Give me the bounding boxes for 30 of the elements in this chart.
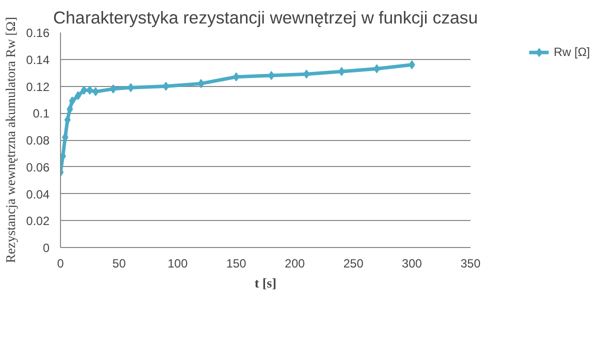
point — [198, 79, 204, 88]
x-tick-label: 200 — [284, 256, 306, 270]
point — [408, 60, 416, 70]
x-tick-label: 50 — [112, 256, 126, 270]
y-axis-title: Rezystancja wewnętrzna akumulatora Rw [Ω] — [3, 16, 18, 264]
point — [64, 115, 71, 124]
y-tick-label: 0.02 — [26, 214, 50, 228]
x-tick-label: 100 — [168, 256, 188, 270]
y-tick-label: 0.08 — [26, 134, 50, 148]
point — [74, 91, 82, 100]
point — [303, 70, 310, 79]
point — [66, 104, 74, 114]
y-tick-label: 0.12 — [26, 80, 50, 94]
x-axis-title: t [s] — [254, 276, 276, 290]
y-tick-label: 0.16 — [26, 26, 50, 40]
chart-title: Charakterystyka rezystancji wewnętrzej w funkcji czasu — [53, 8, 478, 28]
point — [338, 66, 345, 76]
x-tick-label: 300 — [402, 256, 422, 270]
x-tick-label: 250 — [343, 256, 364, 270]
legend-label: Rw [Ω] — [554, 45, 590, 59]
y-tick-label: 0 — [42, 241, 50, 255]
x-tick-label: 150 — [226, 256, 247, 270]
y-tick-label: 0.06 — [26, 160, 50, 174]
x-tick-label: 350 — [460, 256, 481, 270]
point — [162, 82, 170, 91]
y-tick-label: 0.04 — [26, 187, 50, 202]
point — [92, 87, 99, 96]
y-tick-label: 0.14 — [26, 52, 50, 67]
x-tick-label: 0 — [57, 256, 64, 270]
y-tick-label: 0.1 — [32, 106, 50, 121]
